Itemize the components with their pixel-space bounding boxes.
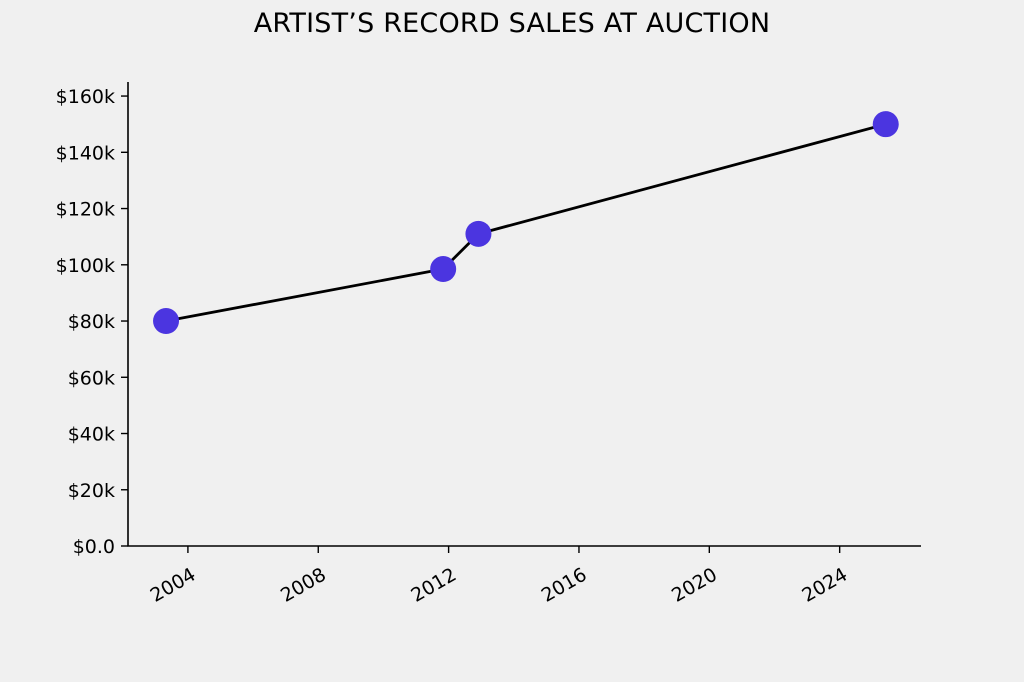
series (153, 111, 899, 335)
y-tick-label: $20k (68, 480, 115, 502)
y-tick-label: $100k (56, 255, 115, 277)
chart-title: ARTIST’S RECORD SALES AT AUCTION (253, 8, 771, 39)
x-tick-label: 2008 (277, 564, 330, 607)
y-tick-label: $140k (56, 142, 115, 164)
y-tick-label: $40k (68, 424, 115, 446)
data-point (872, 111, 899, 138)
y-tick-label: $80k (68, 311, 115, 333)
x-tick-label: 2020 (668, 564, 721, 607)
axes (127, 82, 921, 547)
x-tick-label: 2012 (407, 564, 460, 607)
y-tick-label: $120k (56, 199, 115, 221)
y-tick-label: $160k (56, 86, 115, 108)
series-line (165, 122, 887, 323)
x-tick-label: 2004 (147, 564, 200, 607)
data-point (465, 220, 492, 247)
data-point (430, 256, 457, 283)
x-tick-label: 2016 (538, 564, 591, 607)
data-point (153, 308, 180, 335)
x-tick-label: 2024 (798, 564, 851, 607)
y-tick-label: $0.0 (73, 536, 115, 558)
y-tick-label: $60k (68, 367, 115, 389)
